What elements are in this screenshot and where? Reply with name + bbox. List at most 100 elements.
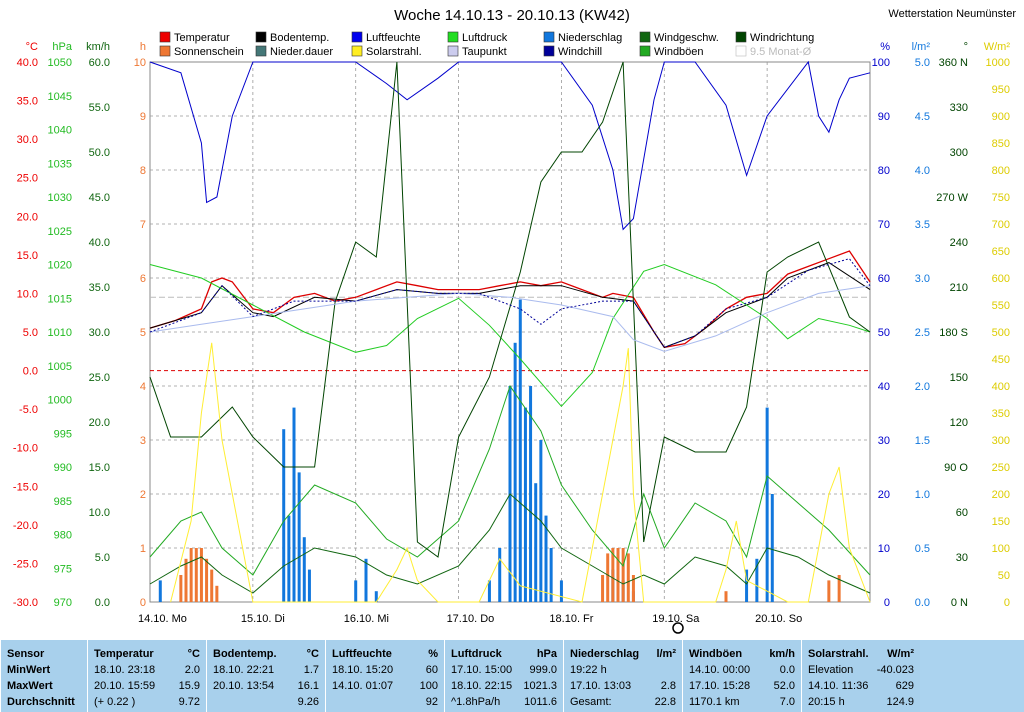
axis-tick-hpa: 1010 [48,327,72,339]
legend-label: Temperatur [174,32,230,44]
axis-tick-temp: -10.0 [13,443,38,455]
bar-sonnenschein [611,548,615,602]
axis-tick-kmh: 10.0 [89,507,110,519]
line-windböen [149,384,871,576]
bar-sonnenschein [724,591,728,602]
legend-swatch [543,45,555,57]
bar-niederschlag [292,407,296,602]
stats-cell-label: 18.10. 23:18 [94,664,156,676]
axis-unit-lm2: l/m² [912,41,931,53]
stats-cell-value: 16.1 [297,680,319,692]
stats-cell-value: 7.0 [779,696,795,708]
stats-cell-label: ^1.8hPa/h [451,696,501,708]
axis-tick-temp: 25.0 [17,173,38,185]
stats-column-name: Luftfeuchte [332,648,392,660]
line-luftdruck [149,263,871,408]
bar-niederschlag [374,591,378,602]
axis-tick-lm2: 0.5 [915,543,930,555]
axis-tick-h: 2 [140,489,146,501]
axis-tick-h: 8 [140,165,146,177]
axis-tick-lm2: 4.0 [915,165,930,177]
axis-tick-lm2: 5.0 [915,57,930,69]
chart-title: Woche 14.10.13 - 20.10.13 (KW42) [394,7,630,24]
bar-sonnenschein [184,558,188,602]
bars [158,299,841,602]
legend-label: Windgeschw. [654,32,719,44]
stats-cell-value: 0.0 [779,664,795,676]
stats-column-name: Windböen [689,648,743,660]
stats-column-3: Luftdruck hPa 17.10. 15:00 999.0 18.10. 22:1… [444,640,563,712]
axis-tick-pct: 60 [878,273,890,285]
axis-tick-temp: -25.0 [13,558,38,570]
axis-tick-wm2: 500 [992,327,1010,339]
stats-cell-value: 9.72 [178,696,200,708]
axis-tick-wm2: 100 [992,543,1010,555]
axis-tick-h: 9 [140,111,146,123]
bar-niederschlag [354,580,358,602]
bar-niederschlag [755,558,759,602]
axis-tick-hpa: 1045 [48,91,72,103]
axis-tick-deg: 120 [950,417,968,429]
axis-tick-hpa: 1020 [48,260,72,272]
legend-swatch [159,45,171,57]
stats-column-name: Niederschlag [570,648,640,660]
axis-tick-deg: 0 N [951,597,968,609]
axis-tick-wm2: 400 [992,381,1010,393]
bar-sonnenschein [179,575,183,602]
line-solarstrahl [170,342,871,603]
axis-tick-kmh: 20.0 [89,417,110,429]
legend-label: Luftfeuchte [366,32,420,44]
stats-column-2: Luftfeuchte% 18.10. 15:20 60 14.10. 01:07 10… [325,640,444,712]
axis-tick-kmh: 55.0 [89,102,110,114]
axis-tick-temp: -30.0 [13,597,38,609]
stats-cell-value: 2.0 [184,664,200,676]
stats-cell-label: 20.10. 15:59 [94,680,156,692]
axis-tick-lm2: 1.0 [915,489,930,501]
axis-tick-deg: 270 W [936,192,968,204]
axis-tick-hpa: 970 [54,597,72,609]
axis-tick-lm2: 4.5 [915,111,930,123]
axis-tick-lm2: 3.5 [915,219,930,231]
axis-tick-hpa: 1025 [48,226,72,238]
axis-unit-hpa: hPa [52,41,72,53]
axis-tick-kmh: 60.0 [89,57,110,69]
axis-tick-pct: 0 [884,597,890,609]
legend-label: Nieder.dauer [270,46,333,58]
axis-tick-temp: 5.0 [23,327,38,339]
day-label: 20.10. So [755,613,802,625]
stats-row-label: MinWert [7,664,51,676]
bar-sonnenschein [199,548,203,602]
axis-tick-wm2: 900 [992,111,1010,123]
axis-tick-lm2: 3.0 [915,273,930,285]
axis-tick-deg: 150 [950,372,968,384]
axis-tick-temp: -20.0 [13,520,38,532]
axis-tick-wm2: 450 [992,354,1010,366]
bar-sonnenschein [189,548,193,602]
stats-column-unit: l/m² [656,648,676,660]
axis-tick-temp: 40.0 [17,57,38,69]
stats-column-name: Temperatur [94,648,154,660]
bar-sonnenschein [631,575,635,602]
axis-tick-lm2: 2.0 [915,381,930,393]
weather-chart: Woche 14.10.13 - 20.10.13 (KW42) Wetters… [13,7,1016,634]
axis-tick-wm2: 550 [992,300,1010,312]
legend-label: Niederschlag [558,32,622,44]
legend-swatch [351,45,363,57]
now-marker-icon [672,622,684,634]
bar-sonnenschein [626,553,630,602]
axis-tick-temp: 15.0 [17,250,38,262]
bar-sonnenschein [210,569,214,602]
axis-tick-hpa: 1035 [48,158,72,170]
legend-label: 9.5 Monat-Ø [750,46,812,58]
axis-tick-pct: 40 [878,381,890,393]
axis-tick-wm2: 950 [992,84,1010,96]
legend-swatch [543,31,555,43]
axis-tick-kmh: 35.0 [89,282,110,294]
stats-cell-label: 18.10. 22:21 [213,664,275,676]
legend-label: Windchill [558,46,602,58]
axis-tick-h: 1 [140,543,146,555]
axis-tick-temp: 20.0 [17,211,38,223]
stats-table: Sensor MinWert MaxWert Durchschnitt Temperat… [0,640,1024,712]
day-label: 16.10. Mi [344,613,389,625]
legend-swatch [639,45,651,57]
